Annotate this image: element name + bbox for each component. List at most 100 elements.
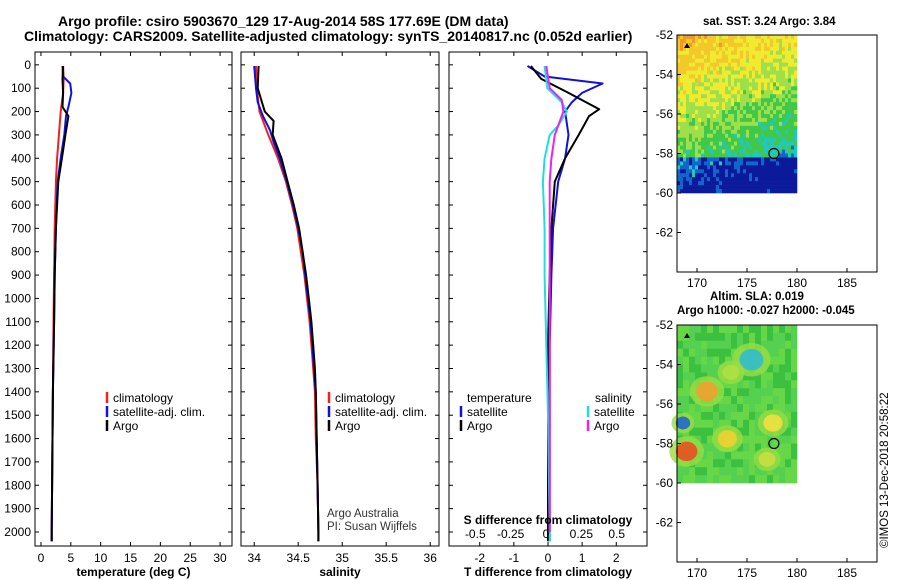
depth-tick-label: 500 [11, 175, 31, 189]
legend-label: Argo [594, 419, 620, 433]
depth-tick-label: 600 [11, 198, 31, 212]
x-tick-label: 36 [424, 551, 438, 565]
depth-tick-label: 1900 [4, 502, 31, 516]
depth-tick-label: 100 [11, 81, 31, 95]
depth-tick-label: 1400 [4, 385, 31, 399]
x2-tick-label: 0.5 [608, 527, 625, 541]
x-tick-label: 15 [124, 551, 138, 565]
depth-tick-label: 900 [11, 268, 31, 282]
x-axis-label: salinity [319, 565, 361, 579]
x-axis-label: T difference from climatology [464, 565, 632, 579]
depth-tick-label: 1700 [4, 455, 31, 469]
credit-line1: Argo Australia [327, 508, 399, 520]
map-x-tick-label: 185 [837, 566, 857, 580]
sst-map [677, 35, 798, 194]
x2-tick-label: -0.25 [497, 527, 525, 541]
x-tick-label: 34.5 [287, 551, 311, 565]
panel-frame [34, 51, 233, 547]
series-line-satellite [526, 65, 604, 542]
legend-label: satellite-adj. clim. [335, 405, 427, 419]
map-y-tick-label: -54 [656, 358, 674, 372]
depth-tick-label: 0 [24, 58, 31, 72]
x2-tick-label: -0.5 [465, 527, 486, 541]
series-line-argo [50, 65, 70, 542]
depth-tick-label: 1100 [5, 315, 31, 329]
series-line-argo [256, 65, 320, 542]
series-line-argo [530, 65, 601, 542]
x-tick-label: 34 [248, 551, 262, 565]
depth-tick-label: 300 [11, 128, 31, 142]
x-tick-label: 5 [67, 551, 74, 565]
x-tick-label: 10 [94, 551, 108, 565]
map-y-tick-label: -52 [656, 318, 674, 332]
figure-title-line1: Argo profile: csiro 5903670_129 17-Aug-2… [58, 13, 509, 29]
x-tick-label: 1 [579, 551, 586, 565]
map-y-tick-label: -54 [656, 68, 674, 82]
x-tick-label: -1 [509, 551, 520, 565]
legend-label: Argo [335, 419, 361, 433]
legend-label: satellite [467, 405, 508, 419]
depth-tick-label: 1000 [4, 291, 31, 305]
depth-tick-label: 1600 [4, 432, 31, 446]
map-y-tick-label: -52 [656, 28, 674, 42]
north-arrow-icon [684, 333, 690, 338]
x2-tick-label: 0.25 [570, 527, 594, 541]
north-arrow-icon [684, 43, 690, 48]
map-y-tick-label: -58 [656, 437, 674, 451]
imos-credit: ©IMOS 13-Dec-2018 20:58:22 [879, 392, 891, 548]
map-y-tick-label: -56 [656, 107, 674, 121]
depth-tick-label: 1500 [4, 408, 31, 422]
map-y-tick-label: -56 [656, 397, 674, 411]
x-tick-label: 2 [613, 551, 620, 565]
x2-tick-label: 0 [543, 527, 550, 541]
legend-label: satellite [594, 405, 635, 419]
x-tick-label: 0 [38, 551, 45, 565]
panel-frame [240, 51, 440, 547]
depth-tick-label: 700 [11, 221, 31, 235]
map-x-tick-label: 170 [687, 566, 707, 580]
legend-title-salinity: salinity [595, 391, 632, 405]
legend-label: Argo [113, 419, 139, 433]
map-x-tick-label: 175 [737, 276, 757, 290]
map-x-tick-label: 175 [737, 566, 757, 580]
x-axis-label: temperature (deg C) [76, 565, 190, 579]
depth-tick-label: 800 [11, 245, 31, 259]
map-x-tick-label: 180 [787, 276, 807, 290]
figure-title-line2: Climatology: CARS2009. Satellite-adjuste… [24, 28, 633, 44]
depth-tick-label: 400 [11, 151, 31, 165]
series-line-sal_argo [545, 65, 565, 532]
x-tick-label: 25 [184, 551, 198, 565]
depth-tick-label: 200 [11, 105, 31, 119]
map-y-tick-label: -60 [656, 476, 674, 490]
profile-location-marker [768, 437, 780, 450]
depth-tick-label: 2000 [4, 525, 31, 539]
sla-map [669, 325, 798, 484]
map-y-tick-label: -58 [656, 147, 674, 161]
credit-line2: PI: Susan Wijffels [327, 521, 417, 533]
profile-location-marker [768, 147, 780, 160]
x-tick-label: 20 [154, 551, 168, 565]
legend-title-temperature: temperature [467, 391, 532, 405]
sst-map-title: sat. SST: 3.24 Argo: 3.84 [703, 16, 836, 28]
map-x-tick-label: 180 [787, 566, 807, 580]
x-tick-label: 30 [213, 551, 227, 565]
x-axis-label-secondary: S difference from climatology [464, 513, 633, 527]
map-y-tick-label: -62 [656, 516, 674, 530]
depth-tick-label: 1300 [4, 361, 31, 375]
map-y-tick-label: -62 [656, 226, 674, 240]
x-tick-label: -2 [474, 551, 485, 565]
x-tick-label: 35.5 [375, 551, 399, 565]
map-y-tick-label: -60 [656, 186, 674, 200]
legend-label: Argo [467, 419, 493, 433]
map-x-tick-label: 185 [837, 276, 857, 290]
sla-map-subtitle: Argo h1000: -0.027 h2000: -0.045 [677, 305, 855, 317]
legend-label: satellite-adj. clim. [113, 405, 205, 419]
legend-label: climatology [113, 391, 173, 405]
x-tick-label: 0 [545, 551, 552, 565]
depth-tick-label: 1800 [4, 478, 31, 492]
map-x-tick-label: 170 [687, 276, 707, 290]
sla-map-title: Altim. SLA: 0.019 [710, 291, 804, 303]
x-tick-label: 35 [336, 551, 350, 565]
